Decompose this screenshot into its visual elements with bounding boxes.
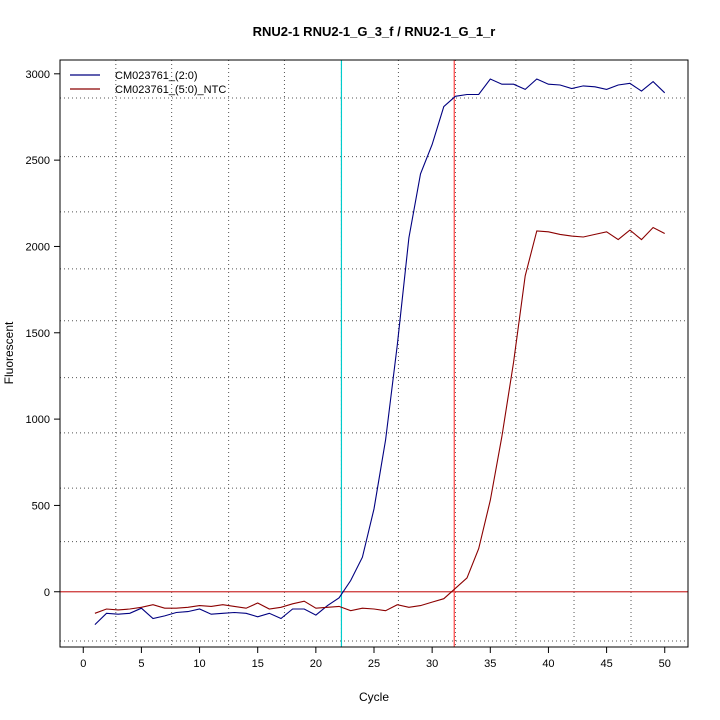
y-tick-label-5: 2500 — [26, 155, 50, 167]
legend-label-0: CM023761_(2:0) — [115, 70, 198, 82]
x-tick-label-8: 40 — [542, 658, 554, 670]
x-tick-label-3: 15 — [252, 658, 264, 670]
grid-layer — [60, 60, 688, 647]
series-line-0 — [94, 78, 666, 625]
x-tick-label-6: 30 — [426, 658, 438, 670]
y-tick-label-2: 1000 — [26, 414, 50, 426]
x-tick-label-2: 10 — [193, 658, 205, 670]
axis-layer: 0 5 10 15 20 25 30 35 40 45 5005001000150020002500… — [26, 69, 671, 670]
y-tick-label-4: 2000 — [26, 241, 50, 253]
y-tick-label-6: 3000 — [26, 69, 50, 81]
x-tick-label-1: 5 — [138, 658, 144, 670]
series-line-1 — [94, 226, 665, 614]
reference-lines — [60, 60, 688, 647]
x-axis-label: Cycle — [359, 690, 389, 704]
y-axis-label: Fluorescent — [2, 321, 16, 384]
legend: CM023761_(2:0) CM023761_(5:0)_NTC — [70, 70, 226, 96]
chart-title: RNU2-1 RNU2-1_G_3_f / RNU2-1_G_1_r — [253, 24, 496, 39]
y-tick-label-3: 1500 — [26, 328, 50, 340]
x-tick-label-4: 20 — [310, 658, 322, 670]
y-tick-label-1: 500 — [32, 500, 50, 512]
x-tick-label-0: 0 — [80, 658, 86, 670]
legend-label-1: CM023761_(5:0)_NTC — [115, 84, 226, 96]
series-layer — [94, 78, 666, 625]
x-tick-label-9: 45 — [600, 658, 612, 670]
x-tick-label-7: 35 — [484, 658, 496, 670]
y-tick-label-0: 0 — [44, 587, 50, 599]
x-tick-label-10: 50 — [659, 658, 671, 670]
x-tick-label-5: 25 — [368, 658, 380, 670]
